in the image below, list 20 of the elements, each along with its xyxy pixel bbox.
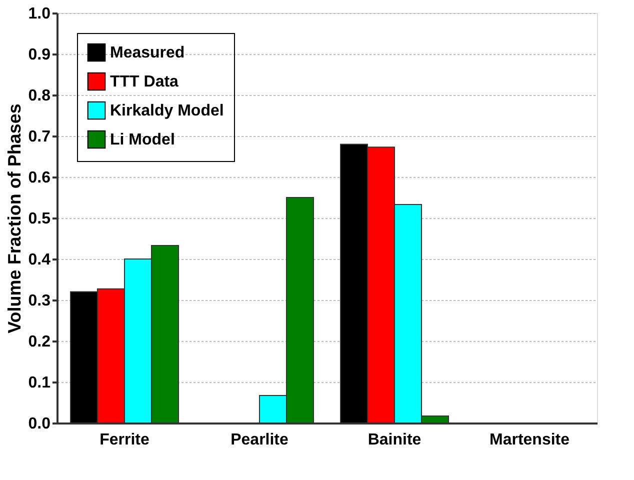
- y-tick-label: 0.4: [28, 252, 51, 268]
- x-tick-label: Martensite: [489, 432, 570, 448]
- legend-label: Kirkaldy Model: [110, 102, 224, 120]
- y-tick-label: 0.9: [28, 46, 51, 64]
- y-tick-label: 0.6: [28, 170, 51, 186]
- y-tick-label: 0.3: [28, 292, 51, 310]
- y-axis-title: Volume Fraction of Phases: [4, 104, 24, 334]
- y-tick-label: 0.2: [28, 334, 51, 350]
- x-tick-label: Bainite: [368, 432, 422, 448]
- y-tick-label: 0.0: [28, 416, 51, 432]
- y-tick-label: 0.1: [28, 374, 51, 392]
- y-tick-label: 0.8: [28, 88, 51, 104]
- x-tick-label: Pearlite: [230, 432, 289, 448]
- x-tick-label: Ferrite: [100, 432, 150, 448]
- legend-label: TTT Data: [110, 74, 179, 90]
- legend-label: Li Model: [110, 132, 175, 148]
- y-tick-label: 0.5: [28, 210, 51, 228]
- y-tick-label: 0.7: [28, 128, 51, 146]
- legend-label: Measured: [110, 44, 185, 62]
- y-tick-label: 1.0: [28, 6, 51, 22]
